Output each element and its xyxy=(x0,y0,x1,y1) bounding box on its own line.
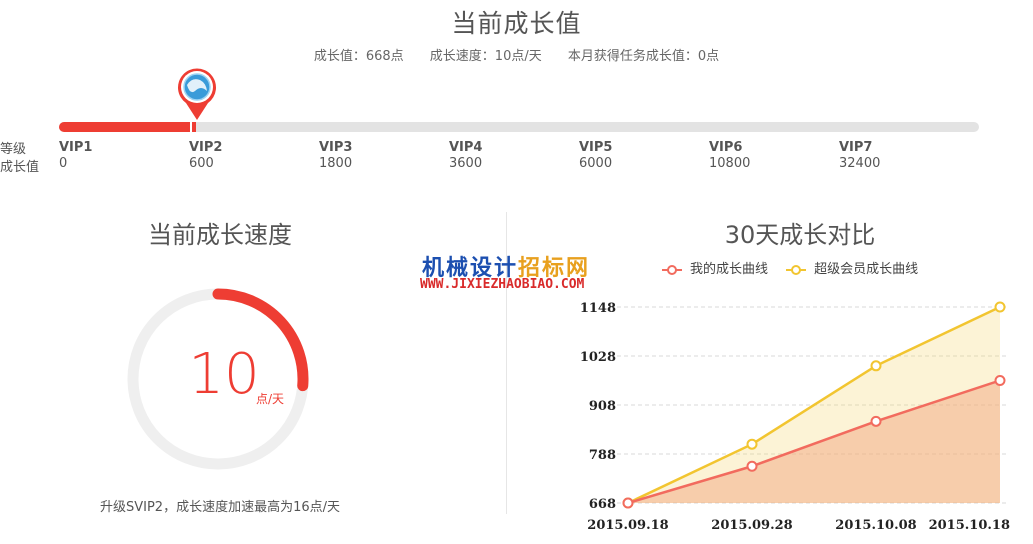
y-tick-label: 788 xyxy=(589,448,616,463)
upgrade-tip: 升级SVIP2，成长速度加速最高为16点/天 xyxy=(99,500,340,515)
growth-stats: 成长值：668点 成长速度：10点/天 本月获得任务成长值：0点 xyxy=(0,45,1033,64)
series-line xyxy=(627,305,1001,505)
level-threshold: 3600 xyxy=(449,156,483,171)
y-tick-label: 908 xyxy=(589,399,616,414)
level-threshold: 1800 xyxy=(319,156,353,171)
chart-legend: 我的成长曲线 超级会员成长曲线 xyxy=(662,258,932,277)
data-point xyxy=(870,415,882,427)
legend-mine-label: 我的成长曲线 xyxy=(690,262,769,277)
level-threshold: 32400 xyxy=(839,156,881,171)
page-title: 当前成长值 xyxy=(451,9,582,38)
level-threshold: 10800 xyxy=(709,156,751,171)
level-name: VIP7 xyxy=(839,140,873,155)
level-name: VIP4 xyxy=(449,140,483,155)
y-tick-label: 1148 xyxy=(580,301,616,316)
speed-gauge-arc xyxy=(212,288,309,392)
speed-gauge xyxy=(127,288,309,470)
level-name: VIP5 xyxy=(579,140,613,155)
speed-value: 10 xyxy=(188,342,260,407)
legend-svip-label: 超级会员成长曲线 xyxy=(814,262,919,277)
data-point xyxy=(746,438,758,450)
x-tick-label: 2015.09.18 xyxy=(587,518,668,533)
growth-progress-fill xyxy=(59,122,196,132)
growth-value-row-label: 成长值 xyxy=(0,160,40,175)
level-threshold: 600 xyxy=(189,156,214,171)
legend-svip: 超级会员成长曲线 xyxy=(786,258,918,277)
level-threshold: 0 xyxy=(59,156,68,171)
level-name: VIP3 xyxy=(319,140,353,155)
level-threshold: 6000 xyxy=(579,156,613,171)
legend-mine: 我的成长曲线 xyxy=(662,258,768,277)
level-item-vip5: VIP5 6000 xyxy=(579,140,689,172)
level-item-vip6: VIP6 10800 xyxy=(709,140,819,172)
level-item-vip1: VIP1 0 xyxy=(59,140,169,172)
data-point xyxy=(994,375,1006,386)
y-tick-label: 668 xyxy=(589,497,616,512)
level-item-vip2: VIP2 600 xyxy=(189,140,299,172)
growth-comparison-chart: 668 788 908 1028 1148 2015.09.18 2015.09.28 201… xyxy=(580,301,1010,533)
level-name: VIP2 xyxy=(189,140,223,155)
speed-unit: 点/天 xyxy=(256,392,285,406)
level-item-vip3: VIP3 1800 xyxy=(319,140,429,172)
x-tick-label: 2015.10.08 xyxy=(835,518,916,533)
watermark-logo: 机械设计招标网 xyxy=(422,255,591,281)
data-point xyxy=(746,460,758,472)
level-item-vip4: VIP4 3600 xyxy=(449,140,559,172)
comparison-title: 30天成长对比 xyxy=(724,221,876,249)
speed-title: 当前成长速度 xyxy=(148,221,292,249)
section-divider xyxy=(506,212,507,514)
data-point xyxy=(870,360,882,372)
x-tick-label: 2015.10.18 xyxy=(929,518,1010,533)
watermark-url: WWW.JIXIEZHAOBIAO.COM xyxy=(420,277,585,292)
growth-value-stat: 成长值：668点 xyxy=(313,49,404,64)
level-item-vip7: VIP7 32400 xyxy=(839,140,949,172)
legend-svip-marker xyxy=(786,264,807,275)
series-line xyxy=(627,379,1001,505)
growth-speed-stat: 成长速度：10点/天 xyxy=(429,49,542,64)
y-tick-label: 1028 xyxy=(580,350,616,365)
level-name: VIP1 xyxy=(59,140,93,155)
level-row-label: 等级 xyxy=(0,142,27,157)
level-name: VIP6 xyxy=(709,140,743,155)
legend-mine-marker xyxy=(662,264,682,275)
current-position-avatar-pin xyxy=(176,65,218,121)
x-tick-label: 2015.09.28 xyxy=(711,518,792,533)
progress-marker xyxy=(190,122,192,132)
task-growth-stat: 本月获得任务成长值：0点 xyxy=(567,49,720,64)
data-point xyxy=(994,301,1006,313)
data-point xyxy=(622,497,634,509)
growth-progress-bar xyxy=(59,122,979,132)
